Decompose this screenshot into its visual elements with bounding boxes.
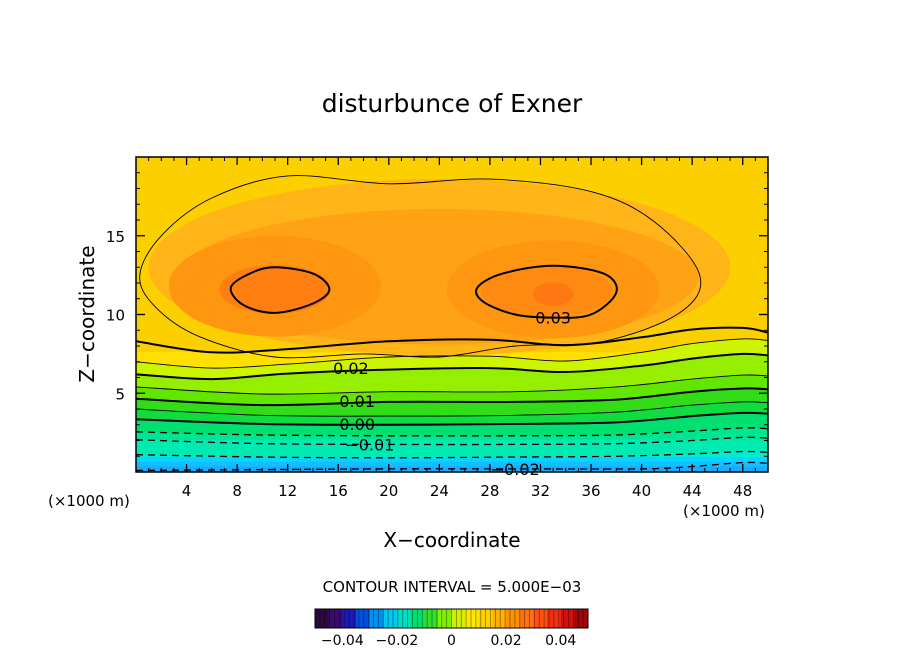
chart-title: disturbunce of Exner <box>322 89 583 118</box>
colorbar-segment <box>355 609 371 628</box>
x-unit-right: (×1000 m) <box>683 502 765 520</box>
x-tick-label: 40 <box>632 482 651 500</box>
y-axis-label: Z−coordinate <box>75 245 99 382</box>
maximum-fill-region <box>219 264 331 314</box>
x-tick-label: 32 <box>531 482 550 500</box>
contour-line <box>136 374 768 395</box>
colorbar-segment <box>533 609 548 628</box>
colorbar-segment <box>506 609 521 628</box>
contour-line <box>136 450 768 459</box>
colorbar-segment <box>437 609 452 628</box>
colorbar-segment <box>383 609 398 628</box>
x-tick-label: 4 <box>182 482 192 500</box>
colorbar-segment <box>451 609 466 628</box>
contour-line <box>136 338 768 369</box>
x-tick-label: 36 <box>581 482 600 500</box>
contour-line <box>475 264 618 319</box>
maximum-fill-region <box>532 282 574 306</box>
x-tick-label: 44 <box>683 482 702 500</box>
x-tick-label: 28 <box>480 482 499 500</box>
x-tick-label: 24 <box>430 482 449 500</box>
colorbar-frame <box>314 608 589 629</box>
contour-line <box>229 266 331 314</box>
contour-line <box>136 352 768 381</box>
contour-label: 0.00 <box>339 415 375 434</box>
x-axis-label: X−coordinate <box>383 528 520 552</box>
colorbar-segment <box>560 609 575 628</box>
colorbar-tick-label: 0.04 <box>545 633 576 649</box>
contour-line <box>136 387 768 407</box>
contour-line <box>136 401 768 417</box>
contour-line <box>136 436 768 446</box>
colorbar-segment <box>396 609 412 628</box>
contour-label: 0.03 <box>535 309 571 328</box>
colorbar-segment <box>492 609 507 628</box>
contour-line <box>136 326 768 354</box>
plot-area: −0.02−0.010.000.010.020.03 <box>135 156 769 479</box>
colorbar-segment <box>574 609 589 628</box>
contour-label: 0.02 <box>333 359 369 378</box>
contour-line <box>136 411 768 426</box>
colorbar-segment <box>424 609 439 628</box>
contour-label: 0.01 <box>339 392 375 411</box>
x-tick-label: 12 <box>278 482 297 500</box>
colorbar-segment <box>519 609 534 628</box>
x-tick-label: 16 <box>329 482 348 500</box>
colorbar-segment <box>410 609 425 628</box>
colorbar-segment <box>547 609 562 628</box>
colorbar-segment <box>478 609 493 628</box>
y-tick-label: 10 <box>106 307 125 325</box>
colorbar-segment <box>465 609 480 628</box>
x-tick-label: 20 <box>379 482 398 500</box>
colorbar-segment <box>328 609 343 628</box>
colorbar-segment <box>315 609 330 628</box>
colorbar-tick-label: 0 <box>447 633 456 649</box>
y-tick-label: 5 <box>115 385 125 403</box>
y-tick-label: 15 <box>106 228 125 246</box>
colorbar-segment <box>342 609 357 628</box>
contour-line <box>136 427 768 437</box>
contour-label: −0.01 <box>345 435 394 454</box>
x-tick-label: 48 <box>733 482 752 500</box>
colorbar-segment <box>369 609 384 628</box>
colorbar-tick-label: 0.02 <box>491 633 522 649</box>
x-unit-left: (×1000 m) <box>48 492 130 510</box>
colorbar <box>314 608 589 629</box>
x-tick-label: 8 <box>232 482 242 500</box>
contour-interval-text: CONTOUR INTERVAL = 5.000E−03 <box>323 578 582 596</box>
colorbar-tick-label: −0.04 <box>321 633 364 649</box>
colorbar-tick-label: −0.02 <box>375 633 418 649</box>
contour-line <box>139 175 702 359</box>
